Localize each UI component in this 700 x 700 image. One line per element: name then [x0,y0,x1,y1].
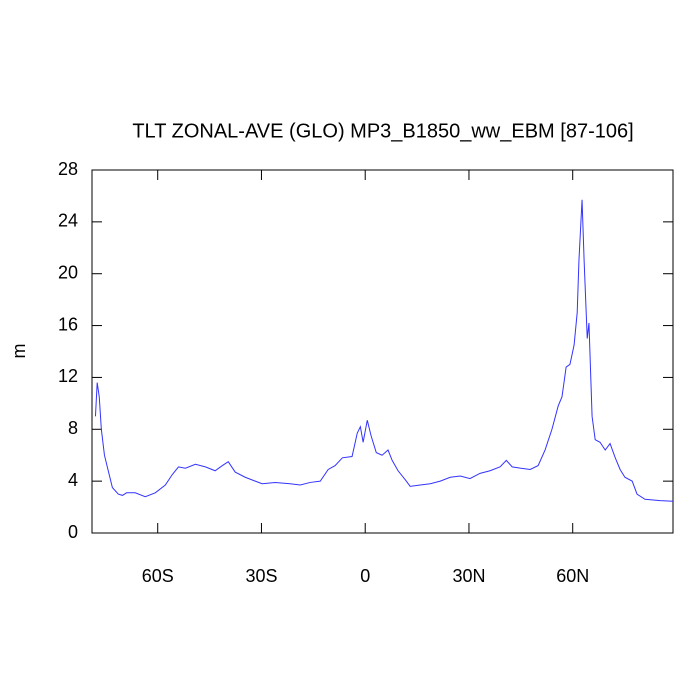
plot-frame [91,169,674,534]
y-tick-label: 20 [58,262,78,282]
data-line [94,199,674,502]
chart-title: TLT ZONAL-AVE (GLO) MP3_B1850_ww_EBM [87… [132,120,633,142]
x-tick-label: 30N [452,566,485,586]
x-tick-label: 60S [142,566,174,586]
y-tick-label: 28 [58,159,78,179]
y-tick-label: 12 [58,366,78,386]
x-tick-label: 60N [556,566,589,586]
x-tick-label: 30S [245,566,277,586]
y-tick-label: 4 [68,470,78,490]
y-tick-label: 0 [68,522,78,542]
y-tick-label: 16 [58,314,78,334]
y-tick-label: 8 [68,418,78,438]
x-tick-label: 0 [360,566,370,586]
y-axis-label: m [9,344,29,359]
y-tick-label: 24 [58,211,78,231]
